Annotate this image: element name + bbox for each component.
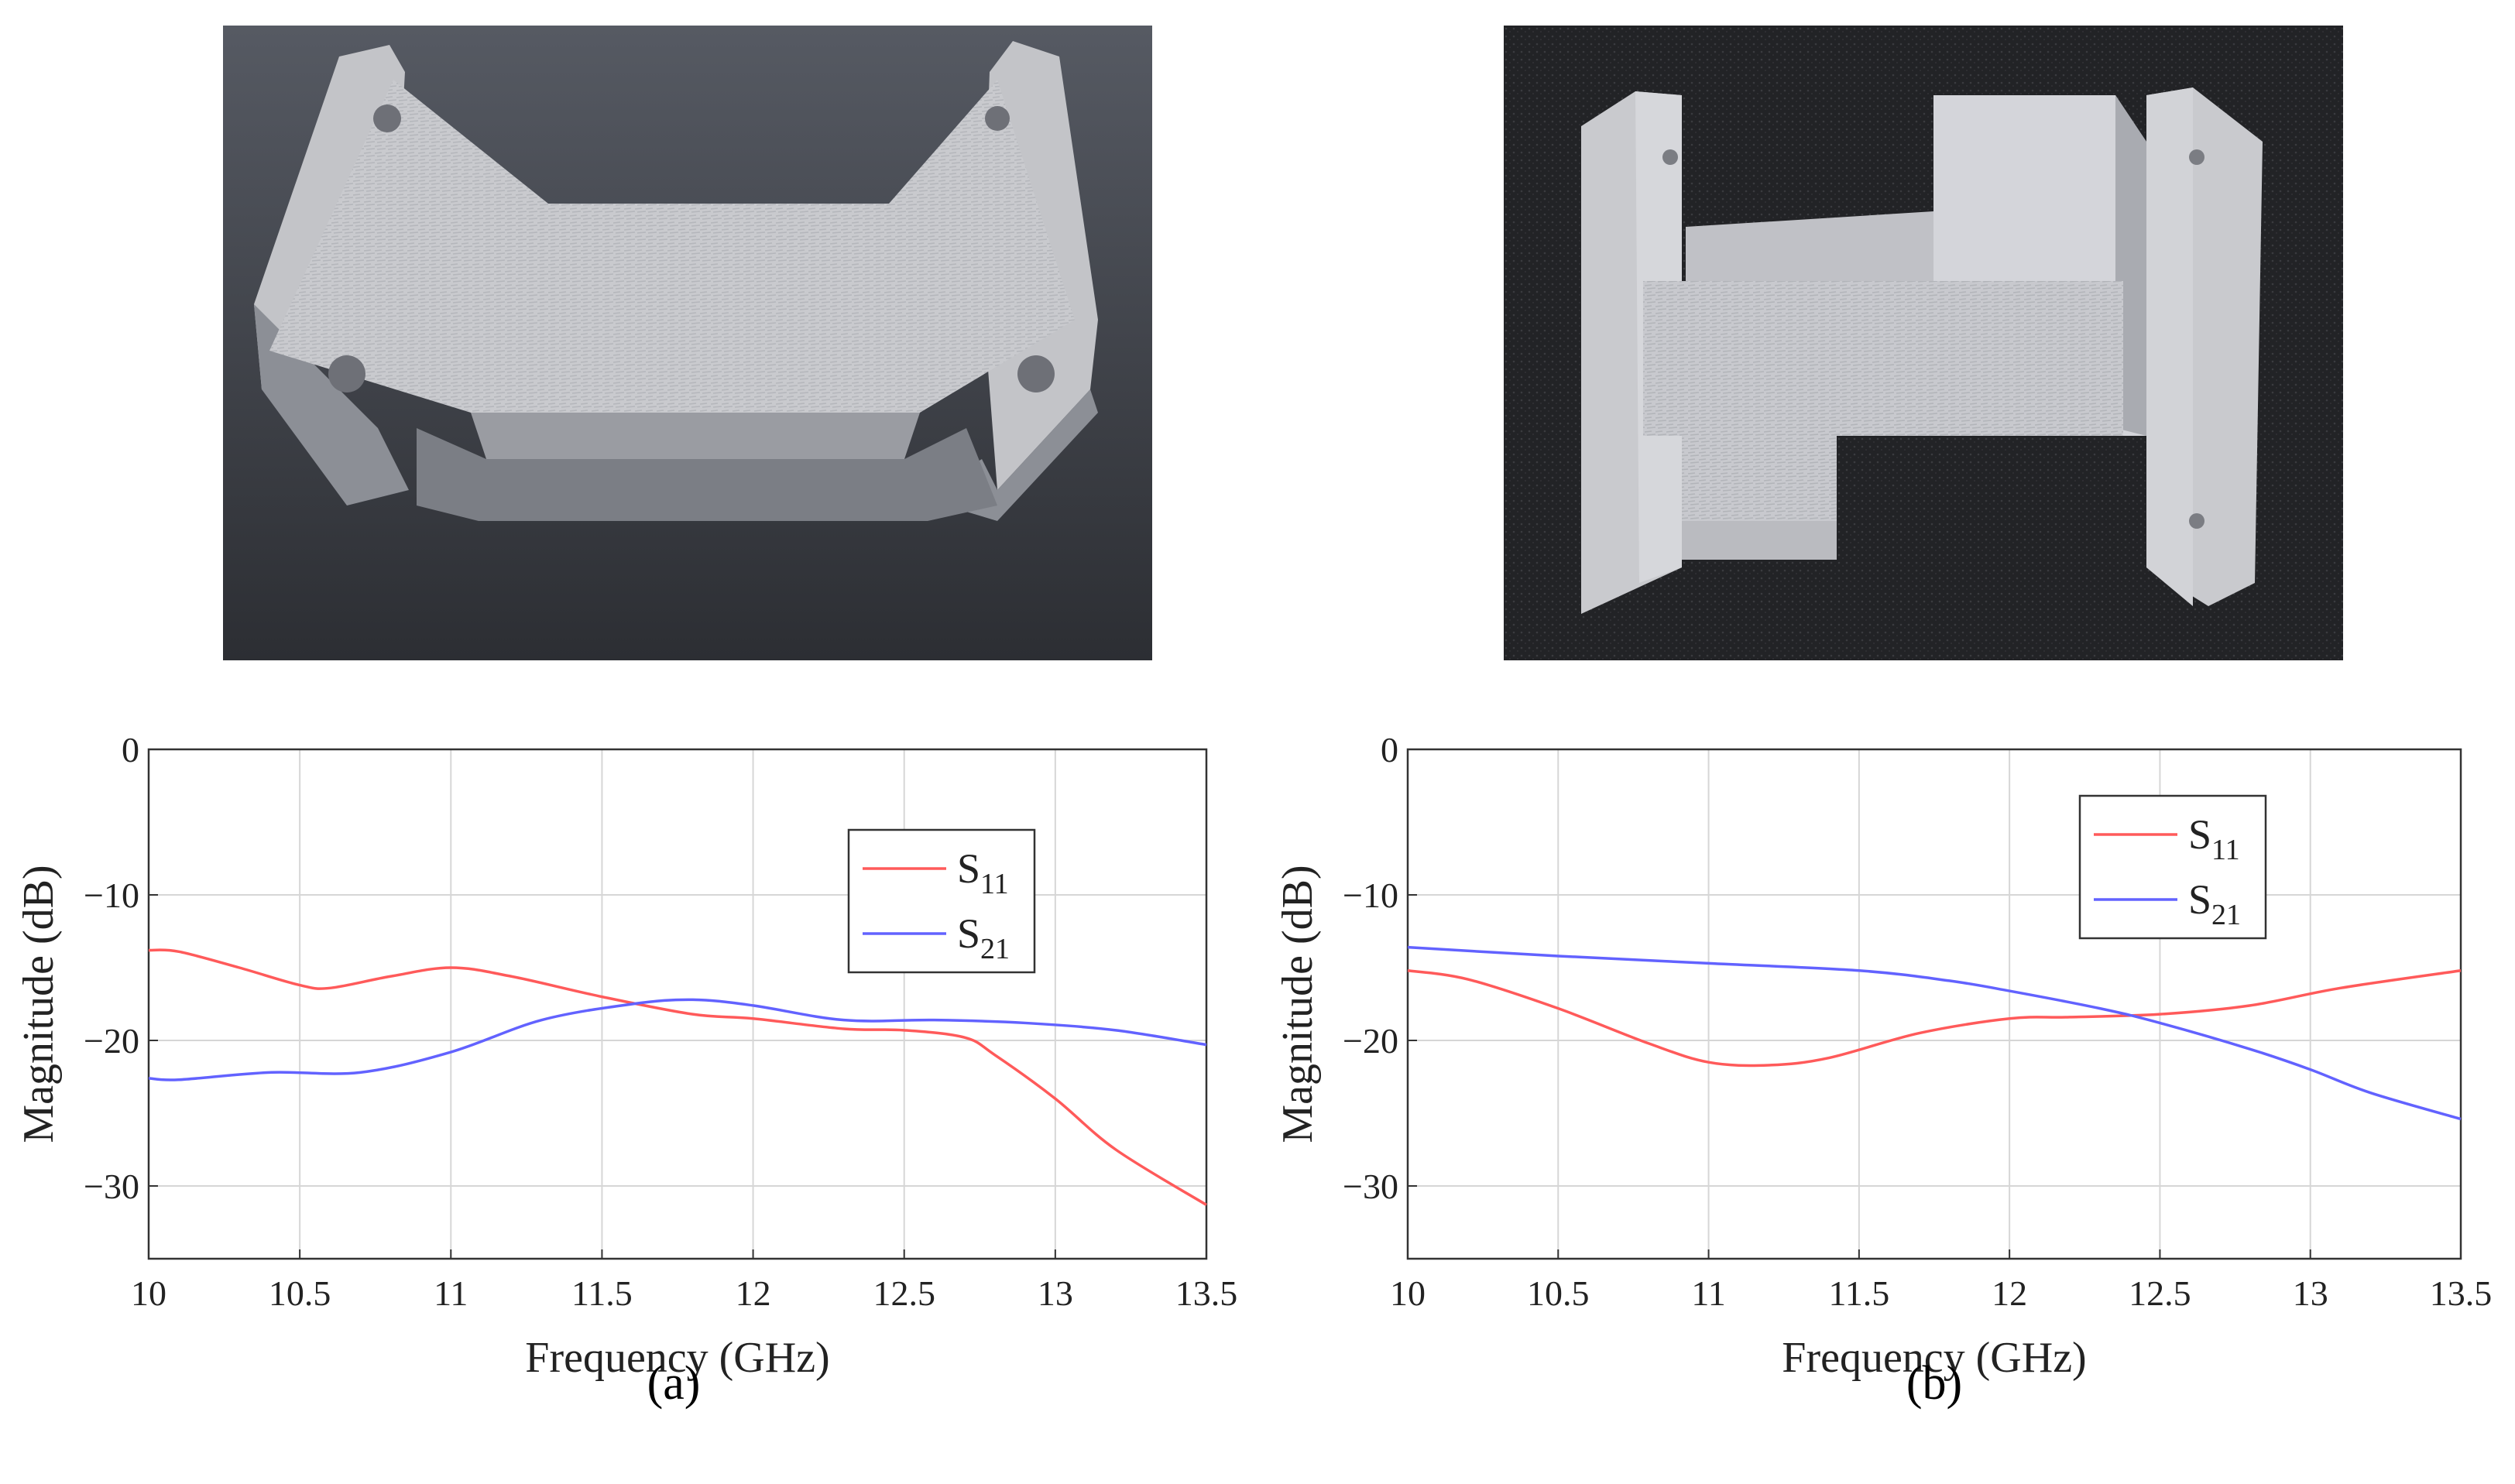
x-tick-label: 11 xyxy=(1691,1273,1725,1313)
x-tick-label: 11.5 xyxy=(1828,1273,1889,1313)
x-tick-label: 12 xyxy=(736,1273,771,1313)
legend-box xyxy=(2078,794,2267,940)
x-tick-label: 13 xyxy=(1038,1273,1073,1313)
panel-label-a: (a) xyxy=(647,1357,701,1410)
legend-label-s21: S21 xyxy=(957,910,1010,965)
y-axis-label: Magnitude (dB) xyxy=(15,865,63,1143)
y-tick-label: 0 xyxy=(122,730,139,769)
x-tick-label: 10.5 xyxy=(1527,1273,1590,1313)
y-tick-label: −10 xyxy=(1343,876,1398,915)
x-tick-label: 13 xyxy=(2293,1273,2328,1313)
y-tick-label: 0 xyxy=(1381,730,1398,769)
legend-label-s11: S11 xyxy=(957,845,1009,900)
photo-waveguide-b xyxy=(1504,26,2343,660)
series-line-s21 xyxy=(1407,945,2462,1121)
x-tick-label: 12 xyxy=(1992,1273,2027,1313)
series-line-s11 xyxy=(148,948,1207,1206)
y-tick-label: −20 xyxy=(1343,1021,1398,1061)
x-axis-label: Frequency (GHz) xyxy=(1782,1334,2086,1382)
y-axis-label: Magnitude (dB) xyxy=(1274,865,1322,1143)
y-tick-label: −10 xyxy=(84,876,139,915)
y-tick-label: −30 xyxy=(1343,1167,1398,1206)
legend-label-s11: S11 xyxy=(2188,811,2240,866)
x-tick-label: 10 xyxy=(131,1273,166,1313)
y-tick-label: −20 xyxy=(84,1021,139,1061)
series-line-s21 xyxy=(148,998,1207,1081)
x-tick-label: 13.5 xyxy=(2430,1273,2493,1313)
y-tick-label: −30 xyxy=(84,1167,139,1206)
panel-label-b: (b) xyxy=(1906,1357,1963,1410)
x-tick-label: 12.5 xyxy=(873,1273,935,1313)
legend-label-s21: S21 xyxy=(2188,876,2241,931)
legend-box xyxy=(847,828,1036,974)
plot-frame xyxy=(1406,748,2462,1260)
plot-frame xyxy=(147,748,1208,1260)
x-tick-label: 10 xyxy=(1390,1273,1426,1313)
x-tick-label: 11.5 xyxy=(571,1273,633,1313)
photo-waveguide-a xyxy=(223,26,1152,660)
x-tick-label: 12.5 xyxy=(2129,1273,2191,1313)
x-tick-label: 11 xyxy=(434,1273,468,1313)
series-line-s11 xyxy=(1407,969,2462,1068)
x-tick-label: 13.5 xyxy=(1175,1273,1238,1313)
x-tick-label: 10.5 xyxy=(269,1273,331,1313)
x-axis-label: Frequency (GHz) xyxy=(525,1334,829,1382)
